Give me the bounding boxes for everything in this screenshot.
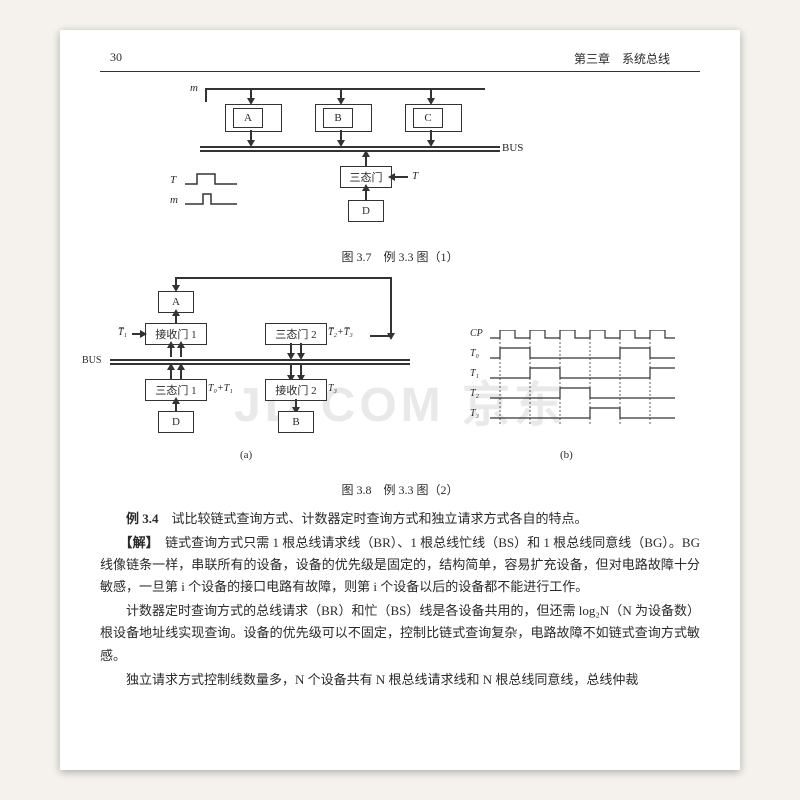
para-1: 例 3.4 试比较链式查询方式、计数器定时查询方式和独立请求方式各自的特点。 — [100, 508, 700, 530]
para-2: 【解】 链式查询方式只需 1 根总线请求线（BR）、1 根总线忙线（BS）和 1… — [100, 532, 700, 598]
label-bus2: BUS — [82, 355, 101, 366]
sub-b: (b) — [560, 449, 573, 461]
label-t0t1: T₀+T₁ — [208, 383, 233, 394]
page-number: 30 — [100, 50, 122, 67]
label-T-wave: T — [170, 174, 176, 186]
label-t3-timing: T₃ — [470, 408, 479, 419]
box-b2: B — [278, 411, 314, 433]
timing-diagram: CP T₀ T₁ T₂ T₃ — [470, 330, 680, 440]
textbook-page: JD.COM 京东 30 第三章 系统总线 m A B C BUS — [60, 30, 740, 770]
label-t2t3: T̅₂+T̅₃ — [328, 327, 353, 338]
label-t0: T₀ — [470, 348, 479, 359]
para-4: 独立请求方式控制线数量多，N 个设备共有 N 根总线请求线和 N 根总线同意线，… — [100, 669, 700, 691]
pulse-m — [185, 192, 240, 208]
pulse-t — [185, 172, 240, 188]
figure-3-7: m A B C BUS 三态门 T — [190, 82, 610, 242]
label-m-wave: m — [170, 194, 178, 206]
label-m: m — [190, 82, 198, 94]
box-a: A — [233, 108, 263, 128]
example-lead: 例 3.4 — [126, 511, 159, 526]
box-c: C — [413, 108, 443, 128]
box-d: D — [348, 200, 384, 222]
figure-3-8: A 接收门 1 T̅₁ 三态门 2 T̅₂+T̅₃ BUS 三态门 1 T — [100, 275, 700, 475]
para-3: 计数器定时查询方式的总线请求（BR）和忙（BS）线是各设备共用的，但还需 log… — [100, 600, 700, 666]
para-1-text: 试比较链式查询方式、计数器定时查询方式和独立请求方式各自的特点。 — [159, 511, 588, 526]
label-bus: BUS — [502, 142, 523, 154]
label-t2: T₂ — [470, 388, 479, 399]
chapter-title: 第三章 系统总线 — [574, 50, 700, 67]
body-text: 例 3.4 试比较链式查询方式、计数器定时查询方式和独立请求方式各自的特点。 【… — [100, 508, 700, 691]
sub-a: (a) — [240, 449, 252, 461]
label-t1: T₁ — [470, 368, 479, 379]
para-2-text: 链式查询方式只需 1 根总线请求线（BR）、1 根总线忙线（BS）和 1 根总线… — [100, 535, 700, 594]
label-t3: T₃ — [328, 383, 337, 394]
label-cp: CP — [470, 328, 483, 339]
label-t1bar: T̅₁ — [118, 327, 127, 338]
box-ts2: 三态门 2 — [265, 323, 327, 345]
box-b: B — [323, 108, 353, 128]
page-header: 30 第三章 系统总线 — [100, 50, 700, 72]
box-d2: D — [158, 411, 194, 433]
fig38-caption: 图 3.8 例 3.3 图（2） — [100, 481, 700, 498]
solution-lead: 【解】 — [126, 535, 152, 550]
box-rx2: 接收门 2 — [265, 379, 327, 401]
fig37-caption: 图 3.7 例 3.3 图（1） — [100, 248, 700, 265]
label-T: T — [412, 170, 418, 182]
